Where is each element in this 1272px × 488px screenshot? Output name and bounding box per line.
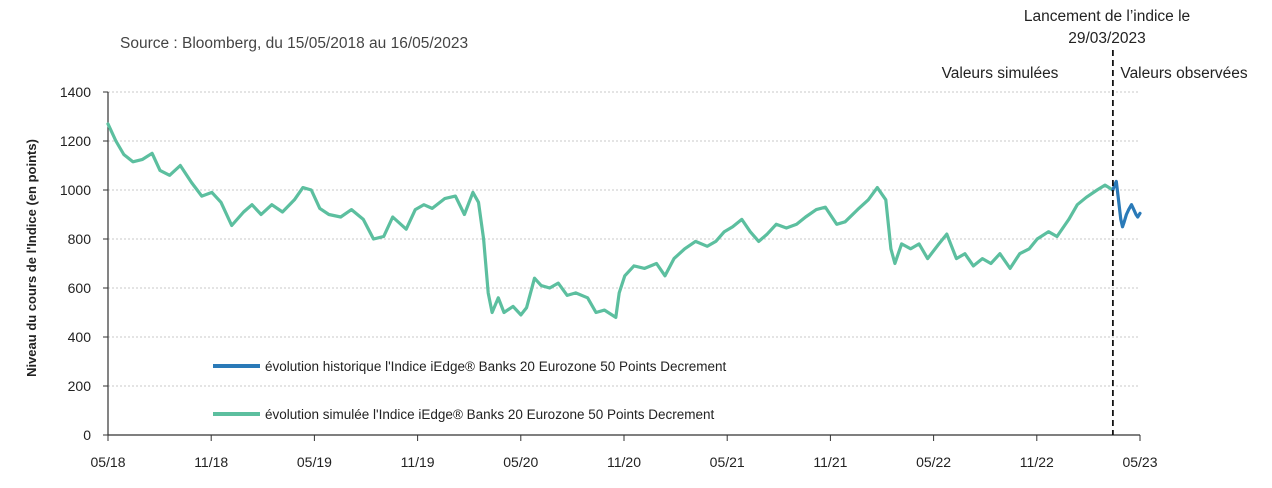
y-tick-label: 1000 (60, 182, 91, 198)
x-axis-ticks: 05/18 11/18 05/19 11/19 05/20 11/20 05/21 11/21… (90, 435, 1158, 470)
x-tick-label: 11/20 (607, 454, 641, 470)
series-lines (106, 122, 1142, 319)
y-tick-label: 400 (68, 329, 92, 345)
region-label-simulated: Valeurs simulées (942, 65, 1059, 82)
x-tick-label: 11/18 (194, 454, 228, 470)
launch-annotation-line2: 29/03/2023 (1068, 30, 1146, 47)
y-tick-label: 800 (68, 231, 92, 247)
y-axis-ticks: 0 200 400 600 800 1000 1200 1400 (60, 84, 108, 443)
region-label-observed: Valeurs observées (1120, 65, 1247, 82)
y-axis-label: Niveau du cours de l'Indice (en points) (24, 139, 39, 377)
x-tick-label: 11/21 (813, 454, 847, 470)
gridlines (108, 91, 1140, 387)
y-tick-label: 200 (68, 378, 92, 394)
x-tick-label: 05/22 (916, 454, 951, 470)
legend: évolution historique l'Indice iEdge® Ban… (213, 359, 727, 422)
legend-label: évolution simulée l'Indice iEdge® Banks … (265, 407, 715, 422)
y-tick-label: 1200 (60, 133, 91, 149)
series-historical-line (1111, 179, 1142, 229)
series-simulated-line (106, 122, 1115, 319)
source-note: Source : Bloomberg, du 15/05/2018 au 16/… (120, 35, 468, 52)
x-tick-label: 11/22 (1020, 454, 1054, 470)
y-tick-label: 1400 (60, 84, 91, 100)
x-tick-label: 05/23 (1122, 454, 1157, 470)
y-tick-label: 600 (68, 280, 92, 296)
x-tick-label: 05/21 (710, 454, 745, 470)
launch-annotation-line1: Lancement de l’indice le (1024, 8, 1190, 25)
x-tick-label: 11/19 (401, 454, 435, 470)
x-tick-label: 05/19 (297, 454, 332, 470)
x-tick-label: 05/20 (503, 454, 538, 470)
y-tick-label: 0 (83, 427, 91, 443)
axes (107, 92, 1140, 436)
x-tick-label: 05/18 (90, 454, 125, 470)
legend-label: évolution historique l'Indice iEdge® Ban… (265, 359, 727, 374)
